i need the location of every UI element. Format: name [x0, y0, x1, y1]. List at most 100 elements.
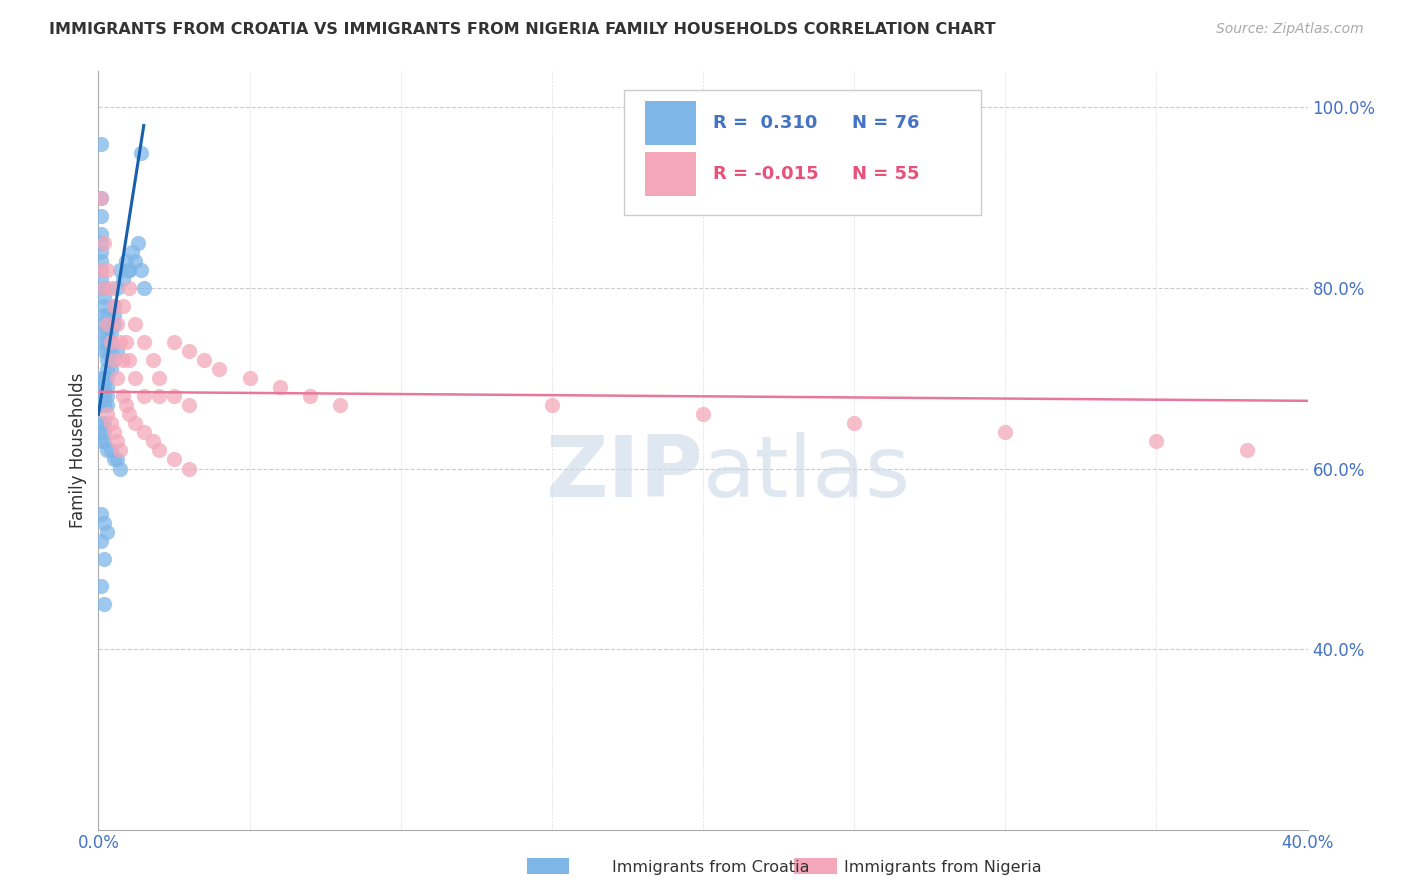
Point: [1236, 443, 1258, 458]
Point: [124, 253, 146, 268]
Point: [103, 425, 125, 440]
Point: [93, 380, 115, 394]
Point: [90, 209, 112, 223]
Point: [179, 398, 201, 412]
Point: [100, 353, 122, 368]
Text: atlas: atlas: [703, 432, 911, 515]
Point: [96, 344, 118, 359]
FancyBboxPatch shape: [645, 101, 696, 145]
Point: [105, 434, 128, 449]
Point: [90, 263, 112, 277]
Point: [127, 235, 149, 250]
Point: [111, 353, 134, 368]
Point: [100, 344, 122, 359]
Point: [90, 136, 112, 151]
Point: [163, 389, 186, 403]
Point: [93, 597, 115, 611]
Y-axis label: Family Households: Family Households: [69, 373, 87, 528]
Point: [108, 461, 131, 475]
Point: [93, 326, 115, 340]
Point: [108, 263, 131, 277]
Point: [96, 398, 118, 412]
Point: [129, 263, 152, 277]
Point: [100, 443, 122, 458]
Text: ZIP: ZIP: [546, 432, 703, 515]
Point: [103, 317, 125, 331]
Point: [93, 344, 115, 359]
Point: [179, 461, 201, 475]
Point: [105, 371, 128, 385]
Point: [105, 317, 128, 331]
Point: [90, 371, 112, 385]
Point: [124, 417, 146, 431]
Point: [114, 398, 136, 412]
FancyBboxPatch shape: [624, 90, 981, 216]
Point: [93, 516, 115, 530]
Point: [108, 335, 131, 350]
Point: [111, 299, 134, 313]
Point: [105, 344, 128, 359]
Point: [93, 281, 115, 295]
Point: [121, 244, 143, 259]
Point: [105, 281, 128, 295]
Point: [129, 145, 152, 160]
Point: [132, 281, 155, 295]
Point: [142, 434, 165, 449]
Text: Source: ZipAtlas.com: Source: ZipAtlas.com: [1216, 22, 1364, 37]
Point: [90, 579, 112, 593]
Point: [114, 253, 136, 268]
Point: [93, 308, 115, 322]
Point: [90, 191, 112, 205]
Point: [90, 507, 112, 521]
Point: [90, 380, 112, 394]
Point: [90, 263, 112, 277]
Point: [179, 344, 201, 359]
Point: [96, 389, 118, 403]
Point: [193, 353, 215, 368]
Point: [90, 272, 112, 286]
Point: [90, 244, 112, 259]
Point: [90, 191, 112, 205]
Point: [90, 417, 112, 431]
Point: [103, 299, 125, 313]
Point: [100, 335, 122, 350]
Point: [844, 417, 866, 431]
Point: [148, 389, 170, 403]
Point: [692, 408, 714, 422]
Text: N = 55: N = 55: [852, 165, 920, 183]
Point: [132, 335, 155, 350]
Point: [93, 335, 115, 350]
Point: [118, 263, 141, 277]
Point: [90, 227, 112, 241]
Point: [163, 452, 186, 467]
Point: [93, 299, 115, 313]
Point: [96, 335, 118, 350]
Point: [103, 452, 125, 467]
Point: [93, 290, 115, 304]
Point: [90, 398, 112, 412]
Point: [90, 389, 112, 403]
Point: [100, 362, 122, 376]
Text: N = 76: N = 76: [852, 114, 920, 132]
Point: [93, 281, 115, 295]
Point: [96, 408, 118, 422]
Point: [132, 389, 155, 403]
Point: [93, 371, 115, 385]
Point: [118, 353, 141, 368]
Point: [100, 326, 122, 340]
Point: [132, 425, 155, 440]
Point: [96, 317, 118, 331]
Point: [329, 398, 352, 412]
Point: [163, 335, 186, 350]
Text: R = -0.015: R = -0.015: [713, 165, 818, 183]
Point: [93, 434, 115, 449]
Point: [100, 335, 122, 350]
Text: Immigrants from Croatia: Immigrants from Croatia: [612, 860, 808, 874]
Point: [118, 281, 141, 295]
Point: [96, 353, 118, 368]
Point: [96, 263, 118, 277]
Point: [96, 308, 118, 322]
Point: [1144, 434, 1167, 449]
Point: [103, 353, 125, 368]
Point: [90, 425, 112, 440]
